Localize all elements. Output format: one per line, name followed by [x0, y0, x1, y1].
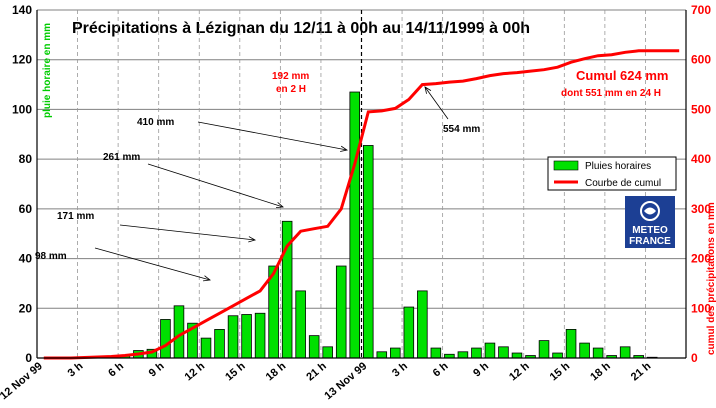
annotation-261mm: 261 mm [103, 152, 140, 163]
x-tick-label: 15 h [223, 360, 248, 384]
y-tick-left-label: 0 [25, 351, 32, 365]
legend-label-bars: Pluies horaires [585, 161, 651, 172]
y-tick-right-label: 700 [691, 3, 711, 17]
bar-hour-37 [538, 340, 550, 359]
logo-globe-icon [640, 201, 660, 221]
y-tick-right-label: 200 [691, 252, 711, 266]
x-tick-label: 12 Nov 99 [0, 360, 45, 402]
y-tick-left-label: 40 [19, 252, 33, 266]
x-tick-label: 6 h [431, 360, 451, 380]
bar-hour-38 [552, 352, 563, 359]
logo-mark-icon [644, 207, 656, 215]
x-tick-label: 21 h [304, 360, 329, 384]
annotation-98mm: 98 mm [35, 251, 67, 262]
annotation-410mm: 410 mm [137, 117, 174, 128]
legend-label-line: Courbe de cumul [585, 178, 661, 189]
y-axis-label-left: pluie horaire en mm [42, 23, 53, 118]
bar-hour-29 [430, 347, 442, 359]
y-tick-right-label: 500 [691, 102, 711, 116]
bar-hour-9 [160, 319, 171, 359]
cumul-line [43, 49, 680, 360]
bar-hour-25 [376, 351, 388, 359]
x-tick-label: 3 h [66, 360, 86, 380]
x-tick-label: 6 h [106, 360, 126, 380]
annotation-en-2h: en 2 H [276, 84, 306, 95]
logo-text-meteo: METEO [632, 225, 668, 236]
y-tick-right-label: 300 [691, 202, 711, 216]
arrows-layer [94, 86, 449, 282]
axes-layer [36, 10, 687, 359]
bar-hour-43 [619, 346, 631, 359]
annotation-dont-551mm: dont 551 mm en 24 H [561, 88, 661, 99]
legend-swatch-bars [553, 160, 579, 171]
bar-hour-10 [173, 305, 185, 359]
y-tick-left-label: 100 [12, 102, 32, 116]
logo-background [625, 196, 675, 248]
bar-hour-34 [498, 346, 509, 359]
x-tick-label: 9 h [471, 360, 491, 380]
logo-text-france: FRANCE [629, 236, 671, 247]
x-tick-label: 18 h [588, 360, 613, 384]
bar-hour-26 [390, 347, 401, 359]
bar-hour-28 [417, 290, 428, 359]
y-ticks-right: 0 100 200 300 400 500 600 700 [691, 3, 711, 365]
x-tick-label: 21 h [629, 360, 654, 384]
y-tick-left-label: 80 [19, 152, 33, 166]
annotation-arrow-0 [197, 121, 349, 152]
x-tick-label: 15 h [548, 360, 573, 384]
x-tick-label: 3 h [390, 360, 410, 380]
x-tick-label: 9 h [147, 360, 167, 380]
bar-hour-21 [322, 346, 333, 359]
x-tick-label: 12 h [183, 360, 208, 384]
x-tick-label: 13 Nov 99 [322, 360, 369, 402]
bar-hour-27 [403, 306, 415, 359]
bar-hour-35 [511, 352, 523, 359]
bar-hour-41 [592, 347, 604, 359]
legend: Pluies horaires Courbe de cumul [547, 156, 677, 191]
annotation-arrow-2 [119, 224, 257, 243]
y-tick-left-label: 20 [19, 301, 33, 315]
y-tick-left-label: 60 [19, 202, 33, 216]
annotation-arrow-4 [424, 86, 449, 120]
bar-hour-32 [471, 347, 482, 359]
x-tick-label: 18 h [264, 360, 289, 384]
bar-hour-33 [484, 342, 496, 359]
y-tick-right-label: 0 [691, 351, 698, 365]
annotation-arrow-3 [94, 247, 211, 282]
bar-hour-13 [214, 329, 225, 359]
y-ticks-left: 0 20 40 60 80 100 120 140 [12, 3, 32, 365]
y-tick-right-label: 100 [691, 301, 711, 315]
bar-hour-15 [241, 314, 252, 359]
bar-hour-31 [457, 351, 469, 359]
bar-hour-23 [349, 91, 361, 359]
meteo-france-logo: METEO FRANCE [625, 196, 675, 248]
annotation-554mm: 554 mm [443, 124, 480, 135]
annotation-arrow-1 [147, 163, 284, 209]
y-tick-left-label: 120 [12, 53, 32, 67]
bar-hour-20 [308, 335, 320, 359]
bar-hour-16 [254, 312, 266, 359]
y-axis-label-right: cumul des précipitations en mm [706, 202, 716, 355]
y-tick-right-label: 600 [691, 53, 711, 67]
bar-hour-24 [362, 145, 374, 359]
bar-hour-12 [200, 337, 212, 359]
y-tick-right-label: 400 [691, 152, 711, 166]
annotation-cumul: Cumul 624 mm [576, 68, 668, 83]
bar-hour-39 [565, 329, 577, 359]
bar-hour-14 [227, 315, 239, 359]
bar-hour-40 [579, 342, 590, 359]
annotation-192mm: 192 mm [272, 71, 309, 82]
grid [36, 9, 687, 359]
y-tick-left-label: 140 [12, 3, 32, 17]
annotation-171mm: 171 mm [57, 211, 94, 222]
x-tick-label: 12 h [507, 360, 532, 384]
bar-hour-22 [335, 265, 347, 359]
chart-title: Précipitations à Lézignan du 12/11 à 00h… [72, 20, 530, 37]
bar-hour-19 [295, 290, 306, 359]
